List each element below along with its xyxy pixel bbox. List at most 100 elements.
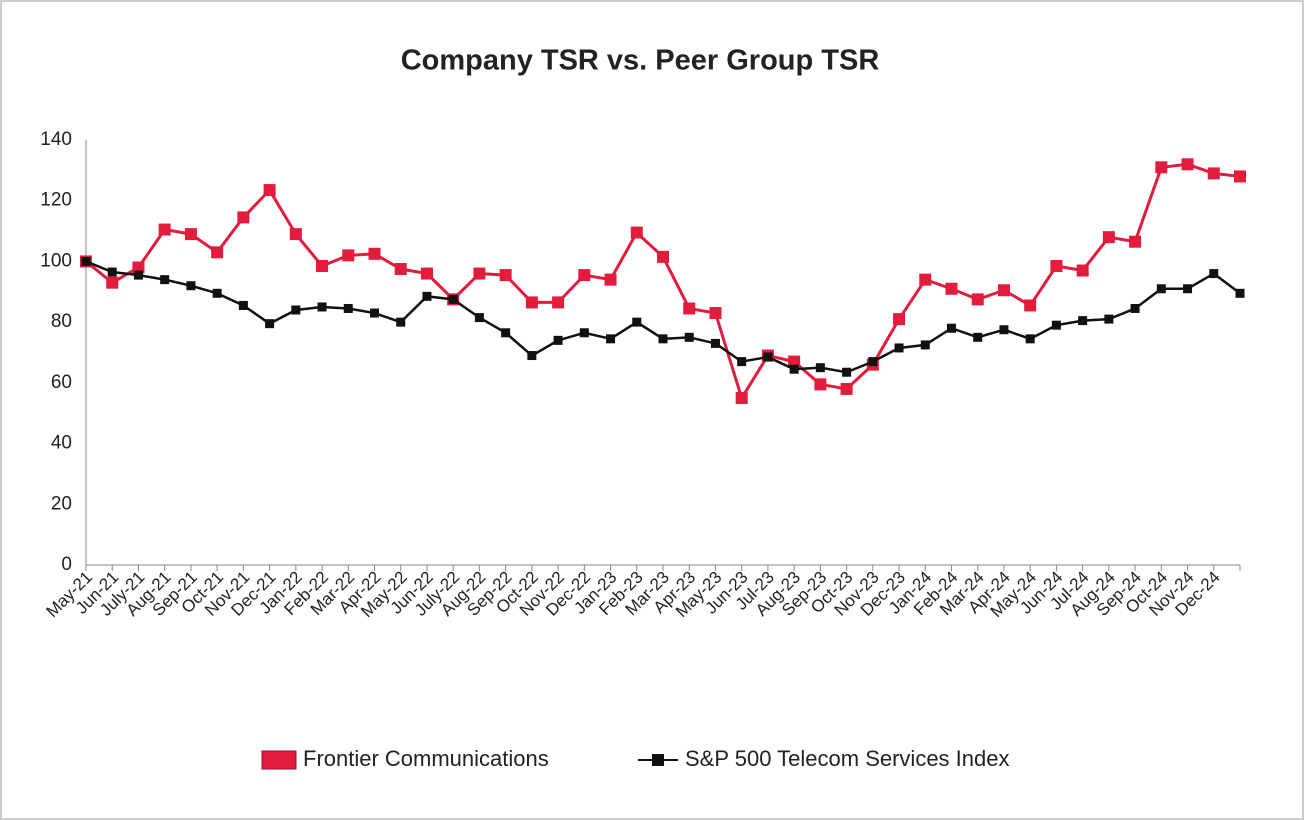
- marker: [473, 267, 486, 280]
- marker: [289, 228, 302, 241]
- marker: [840, 382, 853, 395]
- marker: [658, 334, 668, 344]
- marker: [316, 259, 329, 272]
- marker: [997, 284, 1010, 297]
- marker: [789, 364, 799, 374]
- marker: [158, 223, 171, 236]
- marker: [630, 226, 643, 239]
- marker: [606, 334, 616, 344]
- y-tick-label: 0: [61, 554, 72, 575]
- marker: [1207, 167, 1220, 180]
- marker: [370, 308, 379, 318]
- y-tick-label: 120: [40, 190, 72, 211]
- marker: [237, 211, 250, 224]
- marker: [81, 256, 91, 266]
- legend-swatch: [652, 754, 664, 766]
- marker: [394, 263, 407, 276]
- marker: [368, 247, 381, 260]
- marker: [499, 269, 512, 282]
- marker: [1156, 284, 1166, 294]
- marker: [579, 328, 589, 338]
- legend-swatch: [261, 750, 297, 770]
- marker: [238, 300, 248, 310]
- marker: [212, 288, 222, 298]
- marker: [1078, 316, 1088, 326]
- chart-title: Company TSR vs. Peer Group TSR: [401, 45, 880, 77]
- marker: [709, 307, 722, 320]
- marker: [842, 367, 852, 377]
- marker: [971, 293, 984, 306]
- marker: [893, 313, 906, 326]
- marker: [1209, 269, 1219, 279]
- marker: [578, 269, 591, 282]
- marker: [474, 313, 484, 323]
- y-tick-label: 60: [51, 372, 72, 393]
- y-tick-label: 140: [40, 129, 72, 150]
- marker: [1155, 161, 1168, 174]
- marker: [1024, 299, 1037, 312]
- marker: [1051, 320, 1061, 330]
- marker: [291, 305, 301, 315]
- marker: [133, 270, 143, 280]
- marker: [945, 282, 958, 295]
- marker: [737, 357, 747, 367]
- marker: [973, 332, 983, 342]
- marker: [1130, 303, 1140, 313]
- marker: [814, 378, 827, 391]
- marker: [657, 250, 669, 263]
- marker: [263, 184, 276, 197]
- y-tick-label: 80: [51, 311, 72, 332]
- marker: [815, 363, 825, 373]
- marker: [160, 275, 170, 285]
- marker: [396, 317, 406, 327]
- marker: [211, 246, 224, 259]
- marker: [1104, 314, 1114, 324]
- marker: [868, 357, 878, 367]
- marker: [525, 296, 538, 309]
- marker: [1102, 231, 1115, 244]
- marker: [632, 317, 642, 327]
- marker: [448, 294, 458, 304]
- marker: [342, 249, 355, 262]
- marker: [947, 323, 956, 333]
- marker: [106, 276, 119, 289]
- marker: [527, 351, 537, 361]
- marker: [710, 338, 720, 348]
- marker: [999, 325, 1009, 335]
- marker: [604, 273, 617, 286]
- y-tick-label: 100: [40, 250, 72, 271]
- marker: [343, 303, 353, 313]
- y-tick-label: 40: [51, 433, 72, 454]
- marker: [1183, 284, 1193, 294]
- legend-label: Frontier Communications: [303, 746, 549, 771]
- marker: [1234, 170, 1246, 183]
- marker: [186, 281, 196, 291]
- marker: [1076, 264, 1089, 277]
- marker: [420, 267, 433, 280]
- marker: [553, 335, 563, 345]
- marker: [552, 296, 565, 309]
- marker: [1025, 334, 1035, 344]
- marker: [788, 355, 801, 368]
- marker: [735, 392, 748, 405]
- marker: [684, 332, 694, 342]
- marker: [1129, 235, 1142, 248]
- marker: [683, 302, 696, 315]
- marker: [184, 228, 197, 241]
- marker: [763, 352, 773, 362]
- marker: [1181, 158, 1194, 171]
- marker: [894, 343, 904, 353]
- legend-label: S&P 500 Telecom Services Index: [685, 746, 1009, 771]
- marker: [920, 340, 930, 350]
- marker: [107, 267, 117, 277]
- marker: [265, 319, 275, 329]
- marker: [132, 261, 145, 274]
- y-tick-label: 20: [51, 493, 72, 514]
- marker: [919, 273, 932, 286]
- marker: [1050, 259, 1063, 272]
- marker: [422, 291, 432, 301]
- marker: [317, 302, 327, 312]
- marker: [1235, 288, 1245, 298]
